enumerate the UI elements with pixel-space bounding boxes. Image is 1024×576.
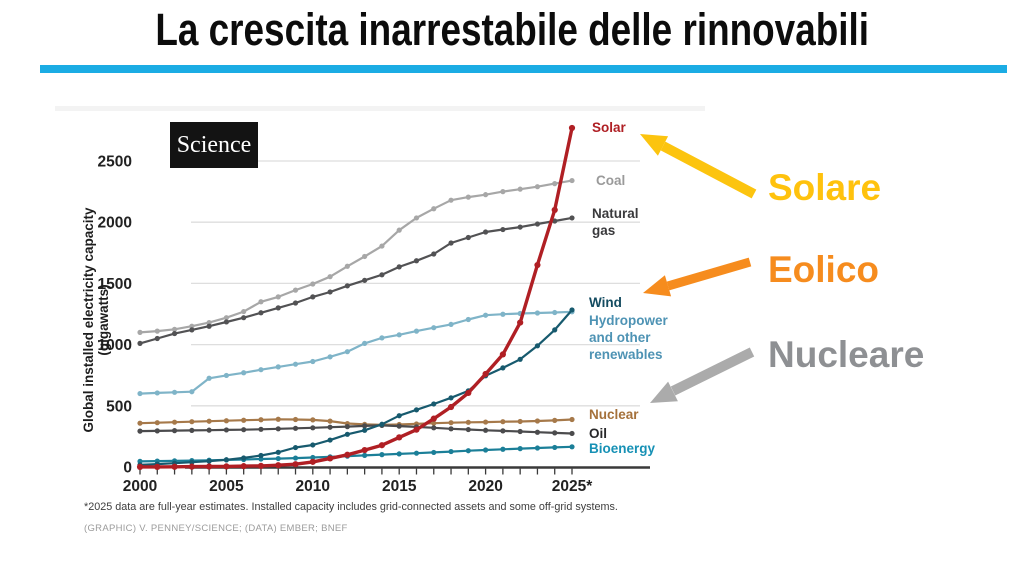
- svg-text:2010: 2010: [296, 478, 330, 495]
- series-line-solar: [136, 124, 576, 470]
- science-logo: Science: [170, 122, 258, 168]
- chart-image-edge: [55, 106, 705, 111]
- series-line-wind: [137, 307, 575, 468]
- y-axis-label: Global installed electricity capacity (g…: [81, 207, 111, 433]
- page-title: La crescita inarrestabile delle rinnovab…: [0, 4, 1024, 56]
- series-line-hydropower-and-other-renewables: [137, 309, 575, 397]
- svg-text:1000: 1000: [98, 337, 132, 354]
- chart-footnote: *2025 data are full-year estimates. Inst…: [84, 501, 618, 513]
- chart-canvas: 0 500 1000 1500 2000 2500 2000 2005 2010 2015 2020…: [98, 124, 650, 495]
- series-label-coal: Coal: [596, 173, 626, 188]
- series-line-natural-gas: [137, 215, 575, 346]
- y-tick-labels: 0 500 1000 1500 2000 2500: [98, 154, 132, 477]
- series-label-natural-gas: Natural gas: [592, 206, 639, 238]
- series-label-hydropower: Hydropower and other renewables: [589, 313, 668, 362]
- svg-text:2015: 2015: [382, 478, 417, 495]
- annotation-nucleare: Nucleare: [768, 334, 925, 375]
- svg-text:2500: 2500: [98, 154, 132, 171]
- svg-text:2025*: 2025*: [552, 478, 593, 495]
- series-label-solar: Solar: [592, 120, 626, 135]
- series-label-wind: Wind: [589, 295, 622, 310]
- svg-text:2020: 2020: [468, 478, 502, 495]
- series-label-bioenergy: Bioenergy: [589, 441, 656, 456]
- x-axis-ticks: [139, 468, 573, 475]
- svg-text:1500: 1500: [98, 276, 132, 293]
- annotation-solare: Solare: [768, 167, 882, 208]
- svg-text:2000: 2000: [98, 215, 132, 232]
- svg-text:2005: 2005: [209, 478, 244, 495]
- svg-text:2000: 2000: [123, 478, 157, 495]
- svg-text:500: 500: [106, 398, 132, 415]
- series-line-coal: [137, 177, 575, 335]
- annotation-eolico: Eolico: [768, 249, 880, 290]
- chart-figure: 0 500 1000 1500 2000 2500 2000 2005 2010 2015 2020…: [55, 105, 718, 570]
- chart-credit: (GRAPHIC) V. PENNEY/SCIENCE; (DATA) EMBE…: [84, 523, 348, 534]
- svg-text:0: 0: [123, 460, 132, 477]
- page-title-text: La crescita inarrestabile delle rinnovab…: [155, 4, 869, 55]
- x-tick-labels: 2000 2005 2010 2015 2020 2025*: [123, 478, 593, 495]
- title-underline: [40, 65, 1007, 73]
- series-label-nuclear: Nuclear: [589, 407, 639, 422]
- science-logo-text: Science: [176, 131, 252, 158]
- series-label-oil: Oil: [589, 426, 608, 441]
